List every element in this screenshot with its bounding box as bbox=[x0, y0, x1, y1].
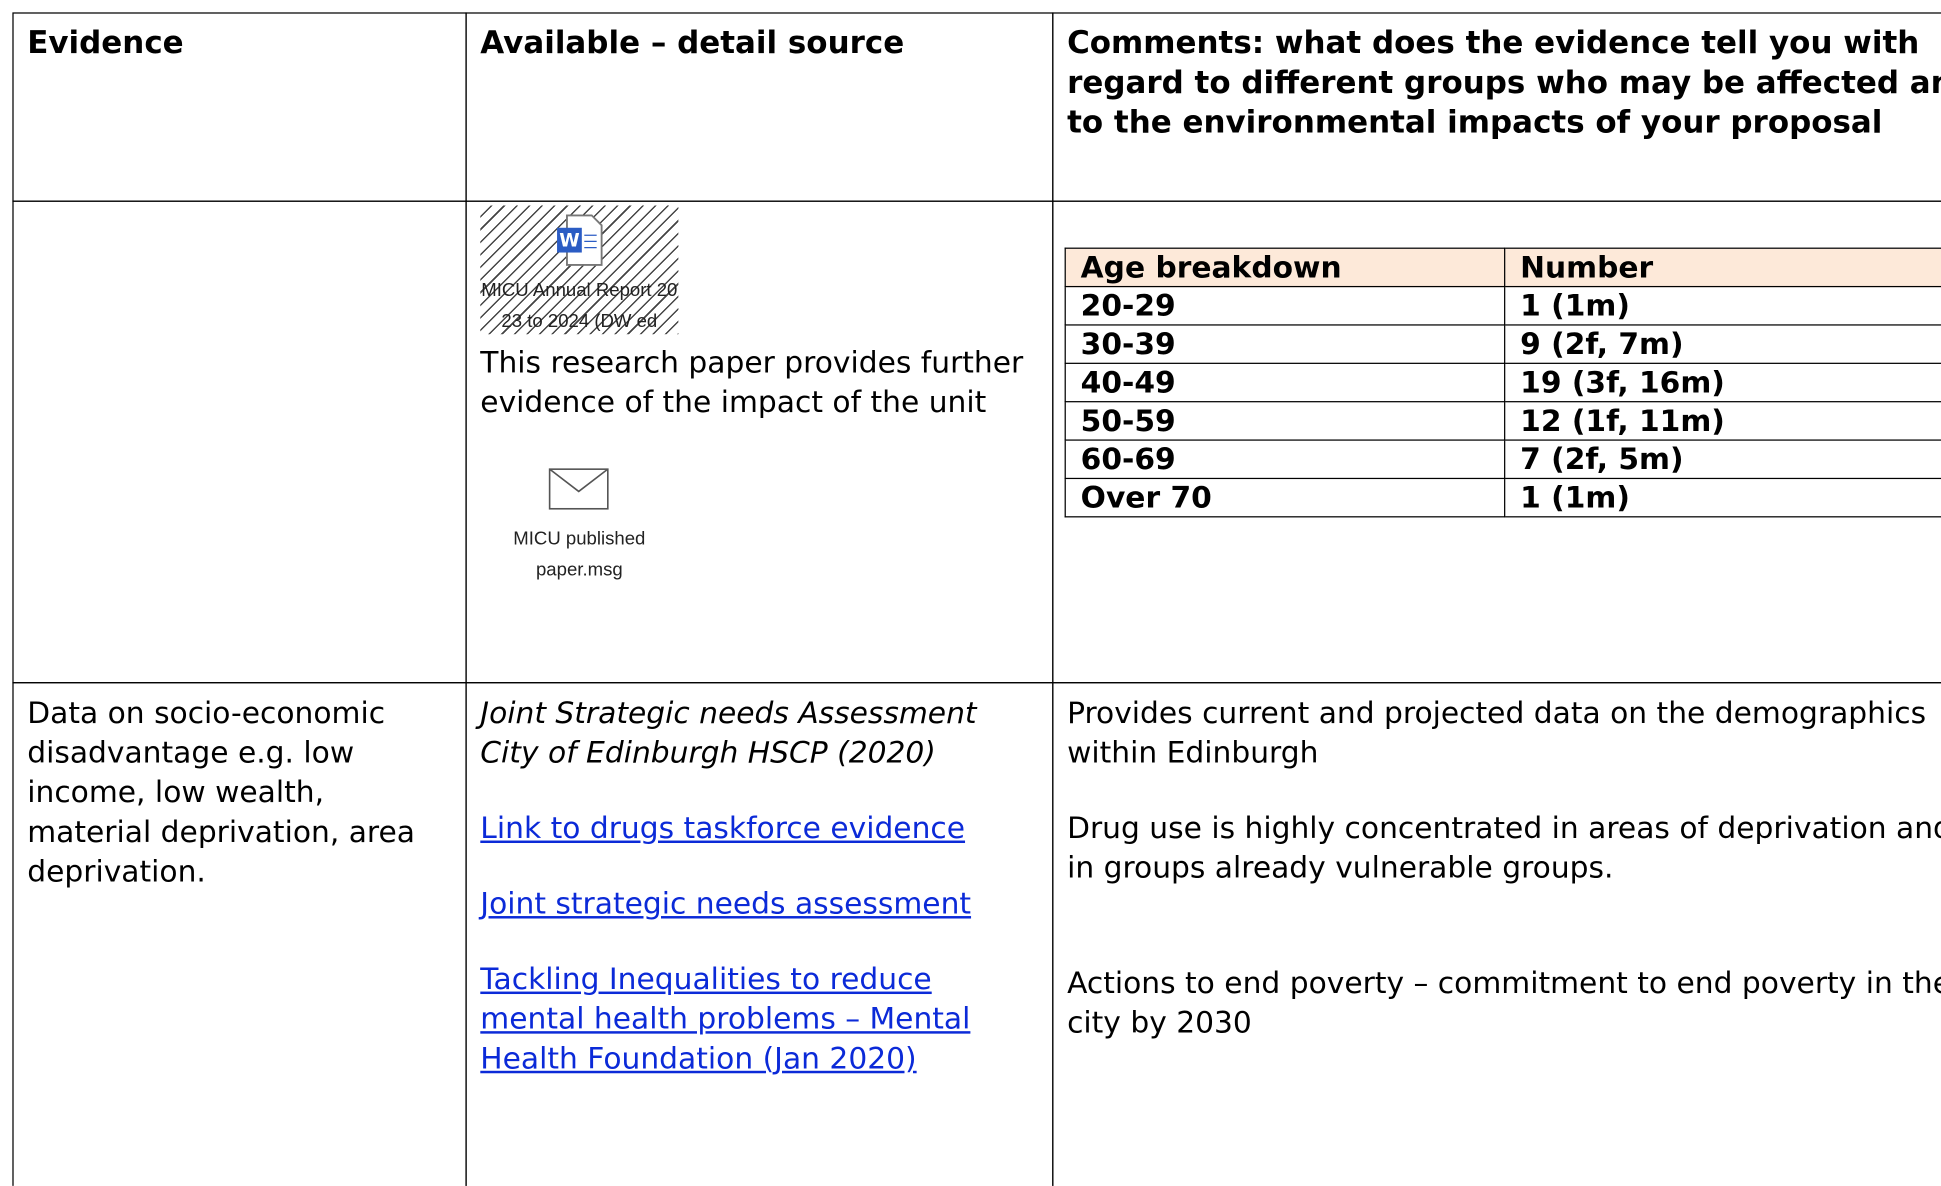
header-cell: Available – detail source bbox=[465, 12, 1054, 202]
source-paragraph: Link to drugs taskforce evidence bbox=[480, 808, 1038, 848]
table-row: 30-39 9 (2f, 7m) bbox=[1064, 324, 1941, 364]
table-cell: 40-49 bbox=[1064, 362, 1506, 403]
table-row: 60-69 7 (2f, 5m) bbox=[1064, 439, 1941, 480]
table-header-cell: Age breakdown bbox=[1064, 247, 1506, 288]
cell: Joint Strategic needs Assessment City of… bbox=[465, 682, 1054, 1186]
cell: Data on socio-economic disadvantage e.g.… bbox=[12, 682, 467, 1186]
table-cell: 1 (1m) bbox=[1504, 285, 1941, 326]
table-header-cell: Number bbox=[1504, 247, 1941, 288]
source-paragraph: Joint strategic needs assessment bbox=[480, 884, 1038, 924]
evidence-text: Data on socio-economic disadvantage e.g.… bbox=[27, 695, 415, 889]
table-cell: Over 70 bbox=[1064, 477, 1506, 518]
cell: W MICU Annual Report 2023 to 2024 (DW ed… bbox=[465, 200, 1054, 684]
table-row: 40-49 19 (3f, 16m) bbox=[1064, 362, 1941, 403]
table-header-row: Age breakdown Number bbox=[1064, 247, 1941, 288]
comment-paragraph: Provides current and projected data on t… bbox=[1067, 695, 1927, 770]
msg-attachment[interactable]: MICU published paper.msg bbox=[480, 467, 678, 586]
envelope-icon bbox=[548, 468, 609, 510]
comment-paragraph: Drug use is highly concentrated in areas… bbox=[1067, 810, 1941, 886]
table-row: 50-59 12 (1f, 11m) bbox=[1064, 401, 1941, 441]
comment-paragraph: Actions to end poverty – commitment to e… bbox=[1067, 965, 1941, 1040]
table-cell: 20-29 bbox=[1064, 285, 1506, 326]
attachment-label: MICU published paper.msg bbox=[513, 528, 646, 581]
link[interactable]: Joint strategic needs assessment bbox=[480, 886, 972, 921]
table-cell: 30-39 bbox=[1064, 324, 1506, 364]
link[interactable]: Tackling Inequalities to reduce mental h… bbox=[480, 961, 971, 1076]
age-table: Age breakdown Number 20-29 1 (1m) 30-39 9 (2f… bbox=[1064, 247, 1941, 518]
header-cell: Comments: what does the evidence tell yo… bbox=[1052, 12, 1941, 202]
header-cell: Evidence bbox=[12, 12, 467, 202]
table-cell: 12 (1f, 11m) bbox=[1504, 401, 1941, 441]
attachment-label: MICU Annual Report 2023 to 2024 (DW ed bbox=[481, 279, 678, 332]
link[interactable]: Link to drugs taskforce evidence bbox=[480, 810, 966, 846]
source-text: Joint Strategic needs Assessment City of… bbox=[480, 695, 977, 770]
table-cell: 60-69 bbox=[1064, 439, 1506, 480]
table-cell: 50-59 bbox=[1064, 401, 1506, 441]
table-cell: 1 (1m) bbox=[1504, 477, 1941, 518]
source-text: This research paper provides further evi… bbox=[480, 345, 1024, 420]
source-paragraph: Tackling Inequalities to reduce mental h… bbox=[480, 959, 1038, 1078]
table-cell: 19 (3f, 16m) bbox=[1504, 362, 1941, 403]
cell: Provides current and projected data on t… bbox=[1052, 682, 1941, 1186]
table-cell: 7 (2f, 5m) bbox=[1504, 439, 1941, 480]
table-cell: 9 (2f, 7m) bbox=[1504, 324, 1941, 364]
cell bbox=[12, 200, 467, 684]
table-row: 20-29 1 (1m) bbox=[1064, 285, 1941, 326]
word-icon: W bbox=[557, 214, 603, 266]
svg-text:W: W bbox=[559, 230, 579, 251]
source-paragraph: Joint Strategic needs Assessment City of… bbox=[480, 693, 1038, 772]
word-attachment[interactable]: W MICU Annual Report 2023 to 2024 (DW ed bbox=[480, 205, 679, 335]
table-row: Over 70 1 (1m) bbox=[1064, 477, 1941, 518]
